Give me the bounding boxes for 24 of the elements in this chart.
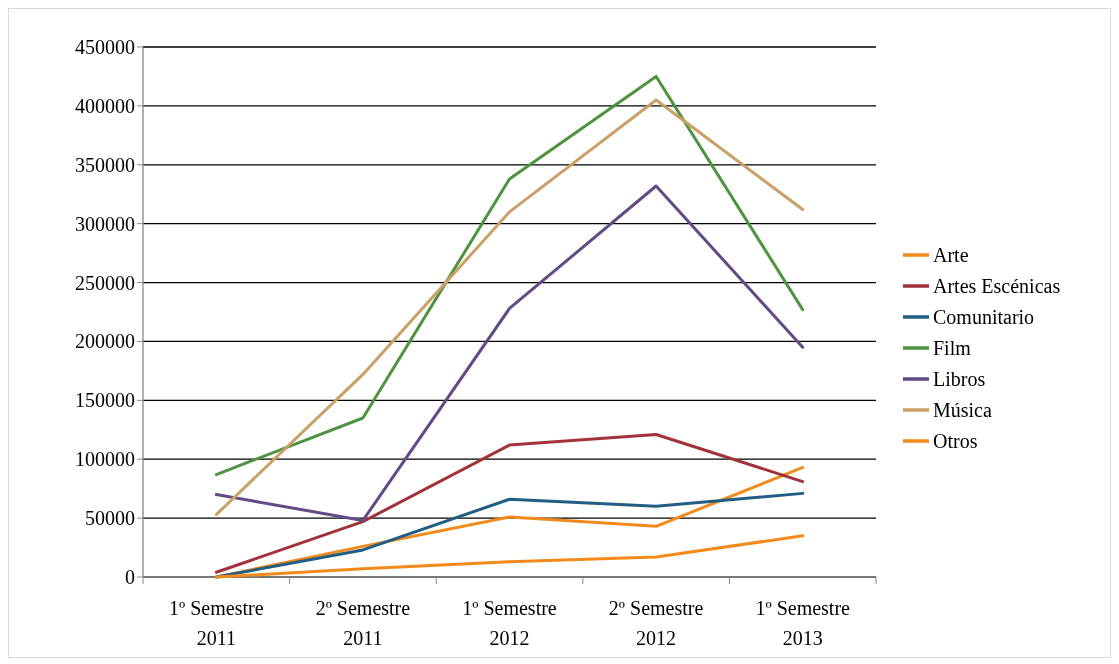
y-tick-label: 150000 [75,389,135,412]
legend-label: Film [933,337,972,359]
y-tick-label: 400000 [75,94,135,117]
y-tick-label: 350000 [75,153,135,176]
x-tick-label: 2º Semestre 2011 [315,597,411,649]
line-series [214,432,805,574]
legend-label: Libros [933,368,986,390]
x-tick-label: 1º Semestre 2012 [462,597,557,649]
line-series [214,184,805,522]
legend-label: Arte [933,244,969,266]
legend-label: Artes Escénicas [933,275,1061,297]
x-tick-label: 1º Semestre 2013 [755,597,851,649]
y-tick-label: 0 [125,566,135,588]
legend-label: Otros [933,430,978,452]
y-tick-label: 50000 [85,507,135,530]
legend-label: Música [933,399,992,421]
x-tick-label: 2º Semestre 2012 [608,597,704,649]
y-tick-label: 100000 [75,448,135,471]
y-tick-label: 250000 [75,271,135,294]
y-tick-label: 200000 [75,330,135,353]
x-tick-label: 1º Semestre 2011 [169,597,264,649]
y-tick-label: 450000 [75,36,135,58]
legend-label: Comunitario [933,306,1035,328]
y-tick-label: 300000 [75,212,135,235]
